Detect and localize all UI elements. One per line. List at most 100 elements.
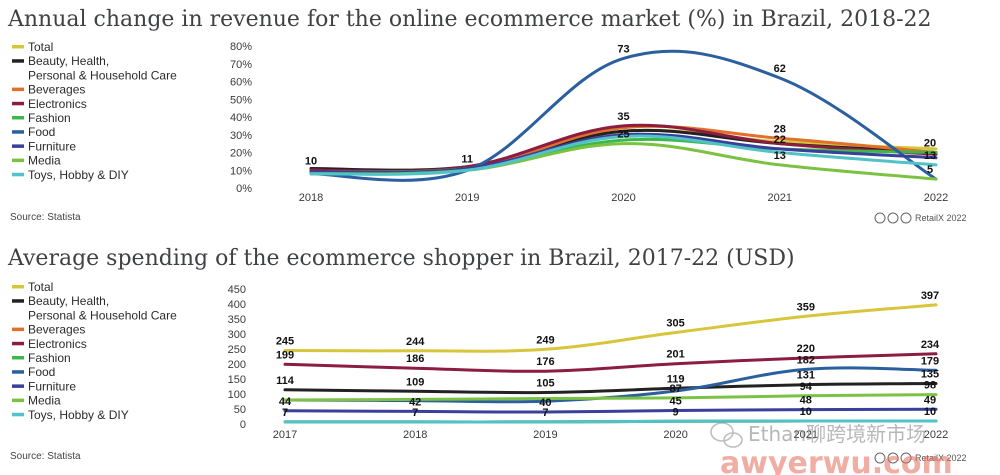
- chart-title: Average spending of the ecommerce shoppe…: [7, 246, 795, 271]
- legend-item-label: Toys, Hobby & DIY: [28, 408, 129, 422]
- data-labels: 10 11 20 28 35 73 62 5 22 25 13 13: [305, 43, 936, 176]
- legend-item-label: Personal & Household Care: [28, 68, 177, 82]
- data-label: 105: [536, 378, 554, 390]
- data-label: 28: [774, 123, 786, 135]
- y-tick-label: 40%: [230, 112, 252, 124]
- data-label: 11: [461, 153, 473, 165]
- data-label: 94: [800, 381, 813, 393]
- x-tick-label: 2017: [273, 429, 297, 441]
- data-label: 199: [276, 349, 294, 361]
- y-tick-label: 300: [228, 329, 246, 341]
- watermark-chat-text: Ethan聊跨境新市场: [748, 422, 926, 446]
- legend-swatch: [12, 356, 24, 360]
- data-label: 201: [666, 349, 684, 361]
- legend-item-label: Beauty, Health,: [28, 294, 109, 308]
- legend-swatch: [12, 172, 24, 177]
- data-label: 234: [921, 339, 940, 351]
- data-label: 7: [282, 407, 288, 419]
- series-line: [309, 49, 938, 182]
- legend-swatch: [12, 341, 24, 346]
- legend-item-label: Media: [28, 394, 61, 408]
- x-tick-label: 2021: [768, 192, 792, 204]
- y-axis: 0% 10% 20% 30% 40% 50% 60% 70% 80%: [230, 41, 252, 195]
- y-tick-label: 50: [234, 404, 246, 416]
- data-label: 131: [797, 370, 815, 382]
- x-tick-label: 2019: [455, 192, 479, 204]
- legend-item-label: Media: [28, 154, 61, 168]
- legend-item-label: Fashion: [28, 111, 71, 125]
- legend-swatch: [12, 412, 24, 417]
- source-note: Source: Statista: [10, 451, 81, 462]
- revenue-change-chart: Annual change in revenue for the online …: [7, 7, 967, 224]
- data-label: 176: [536, 356, 554, 368]
- data-label: 10: [800, 406, 812, 418]
- data-label: 40: [539, 397, 551, 409]
- x-axis: 2018 2019 2020 2021 2022: [299, 192, 948, 204]
- series-line: [283, 393, 938, 402]
- x-tick-label: 2020: [611, 192, 635, 204]
- y-tick-label: 20%: [230, 148, 252, 160]
- data-label: 182: [797, 354, 815, 366]
- x-tick-label: 2022: [924, 192, 948, 204]
- legend-item-label: Total: [28, 280, 53, 294]
- legend-item-label: Beverages: [28, 83, 85, 97]
- y-tick-label: 100: [228, 389, 246, 401]
- legend-item-label: Personal & Household Care: [28, 308, 177, 322]
- data-label: 249: [536, 334, 554, 346]
- data-label: 35: [617, 111, 629, 123]
- watermark-site-text: awyerwu.com: [720, 446, 953, 475]
- data-label: 7: [412, 407, 418, 419]
- legend-swatch: [12, 101, 24, 106]
- data-label: 22: [774, 134, 786, 146]
- data-label: 244: [406, 336, 425, 348]
- legend-swatch: [12, 116, 24, 120]
- data-label: 62: [774, 63, 786, 75]
- legend-swatch: [12, 144, 24, 148]
- average-spending-chart: Average spending of the ecommerce shoppe…: [7, 246, 967, 464]
- legend-swatch: [12, 45, 24, 49]
- data-label: 119: [667, 373, 685, 385]
- data-label: 44: [279, 396, 292, 408]
- data-label: 109: [406, 376, 424, 388]
- data-label: 5: [927, 164, 933, 176]
- y-tick-label: 0%: [236, 183, 252, 195]
- data-label: 48: [800, 395, 812, 407]
- cc-license-icon: [874, 212, 912, 224]
- x-tick-label: 2022: [924, 429, 948, 441]
- series-line: [309, 134, 938, 176]
- data-label: 179: [921, 355, 939, 367]
- x-tick-label: 2018: [403, 429, 427, 441]
- x-axis: 2017 2018 2019 2020 2021 2022: [273, 429, 948, 441]
- data-label: 87: [669, 383, 681, 395]
- x-tick-label: 2018: [299, 192, 323, 204]
- legend-swatch: [12, 87, 24, 92]
- legend-swatch: [12, 384, 24, 388]
- legend-swatch: [12, 299, 24, 303]
- y-tick-label: 60%: [230, 77, 252, 89]
- legend-item-label: Electronics: [28, 97, 87, 111]
- legend-item-label: Furniture: [28, 379, 76, 393]
- y-tick-label: 200: [228, 359, 246, 371]
- y-tick-label: 150: [228, 374, 246, 386]
- data-label: 7: [542, 407, 548, 419]
- series-lines: [283, 303, 938, 424]
- legend-swatch: [12, 327, 24, 332]
- series-line: [283, 303, 938, 353]
- data-label: 20: [924, 138, 936, 150]
- y-tick-label: 30%: [230, 130, 252, 142]
- data-label: 305: [666, 318, 684, 330]
- legend-swatch: [12, 285, 24, 289]
- data-label: 186: [406, 353, 424, 365]
- legend-swatch: [12, 59, 24, 63]
- watermark: Ethan聊跨境新市场 awyerwu.com: [710, 422, 953, 475]
- data-label: 9: [673, 406, 679, 418]
- x-tick-label: 2019: [533, 429, 557, 441]
- legend-swatch: [12, 370, 24, 374]
- y-tick-label: 10%: [230, 165, 252, 177]
- legend-item-label: Fashion: [28, 351, 71, 365]
- data-label: 397: [921, 290, 939, 302]
- legend-swatch: [12, 158, 24, 163]
- legend-item-label: Beverages: [28, 323, 85, 337]
